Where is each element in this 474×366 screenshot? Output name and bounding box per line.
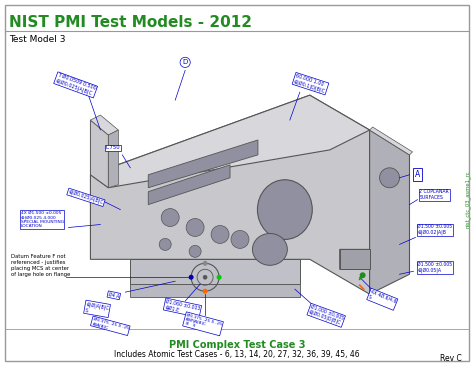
Polygon shape — [91, 95, 370, 188]
Circle shape — [189, 246, 201, 257]
Text: 60.000 1.00
⊕|Ø0.1|D|B|C: 60.000 1.00 ⊕|Ø0.1|D|B|C — [293, 73, 328, 94]
Text: PMI Complex Test Case 3: PMI Complex Test Case 3 — [169, 340, 305, 350]
Polygon shape — [148, 140, 258, 188]
Circle shape — [202, 261, 208, 266]
Polygon shape — [370, 130, 410, 294]
Text: 2 COPLANAR
SURFACES: 2 COPLANAR SURFACES — [419, 189, 449, 200]
Text: L.750: L.750 — [105, 145, 120, 150]
Circle shape — [202, 289, 208, 294]
Polygon shape — [130, 259, 300, 284]
Text: T Ø0.0509 0.500
⊕|Ø0.025|A|B|C: T Ø0.0509 0.500 ⊕|Ø0.025|A|B|C — [55, 72, 97, 97]
Polygon shape — [370, 127, 412, 155]
Ellipse shape — [257, 180, 312, 239]
Text: 4X 4Ø.6/4.6
S: 4X 4Ø.6/4.6 S — [368, 289, 397, 309]
Text: Ø4 A: Ø4 A — [108, 292, 120, 299]
Circle shape — [217, 275, 221, 280]
Text: D: D — [182, 59, 188, 66]
Circle shape — [211, 225, 229, 243]
Text: Test Model 3: Test Model 3 — [9, 34, 65, 44]
Polygon shape — [91, 120, 109, 188]
Text: Ø1.060 ±0.003
⊕Ø1.E: Ø1.060 ±0.003 ⊕Ø1.E — [164, 299, 201, 317]
Text: ⊕|Ø|A|B|C
S: ⊕|Ø|A|B|C S — [84, 302, 109, 317]
Circle shape — [186, 219, 204, 236]
Text: nist_ctc_03_asme1_rc: nist_ctc_03_asme1_rc — [465, 171, 470, 228]
Circle shape — [159, 238, 171, 250]
Text: Ø1.500 ±0.005
⊕|Ø0.02|A|B: Ø1.500 ±0.005 ⊕|Ø0.02|A|B — [418, 224, 453, 235]
Text: Includes Atomic Test Cases - 6, 13, 14, 20, 27, 32, 36, 39, 45, 46: Includes Atomic Test Cases - 6, 13, 14, … — [114, 350, 360, 359]
Text: Ø1.500 ±0.005
⊕|Ø0.05|A: Ø1.500 ±0.005 ⊕|Ø0.05|A — [418, 262, 453, 273]
Circle shape — [380, 168, 400, 188]
Text: NIST PMI Test Models - 2012: NIST PMI Test Models - 2012 — [9, 15, 252, 30]
Polygon shape — [340, 249, 370, 269]
Circle shape — [203, 275, 207, 279]
Text: ⊕|Ø0.025|A|B|C: ⊕|Ø0.025|A|B|C — [68, 189, 104, 206]
Circle shape — [360, 272, 365, 278]
Text: Ø0.375 .25 X .25
⊕|A|B|C: Ø0.375 .25 X .25 ⊕|A|B|C — [91, 317, 129, 335]
Polygon shape — [91, 115, 118, 135]
Polygon shape — [130, 284, 300, 297]
Circle shape — [231, 231, 249, 249]
Polygon shape — [91, 95, 370, 294]
Text: Rev C: Rev C — [439, 354, 461, 363]
Polygon shape — [109, 130, 118, 188]
Text: A: A — [415, 170, 420, 179]
Text: Ø0.375 .25 X .25
⊕|Ø|A|B|C
 B   S: Ø0.375 .25 X .25 ⊕|Ø|A|B|C B S — [183, 313, 223, 335]
Text: Datum Feature F not
referenced - justifies
placing MCS at center
of large hole o: Datum Feature F not referenced - justifi… — [11, 254, 70, 277]
Circle shape — [161, 209, 179, 227]
Circle shape — [189, 275, 193, 280]
Text: Ø1.000 ±0.005
⊕|Ø0.05|D|B|C: Ø1.000 ±0.005 ⊕|Ø0.05|D|B|C — [308, 304, 345, 326]
Text: 4X Ø1.500 ±0.005
⊕|Ø0.025 4.000
SPECIAL MOUNTING
LOCATION: 4X Ø1.500 ±0.005 ⊕|Ø0.025 4.000 SPECIAL … — [21, 211, 64, 228]
Polygon shape — [148, 165, 230, 205]
Ellipse shape — [253, 234, 287, 265]
